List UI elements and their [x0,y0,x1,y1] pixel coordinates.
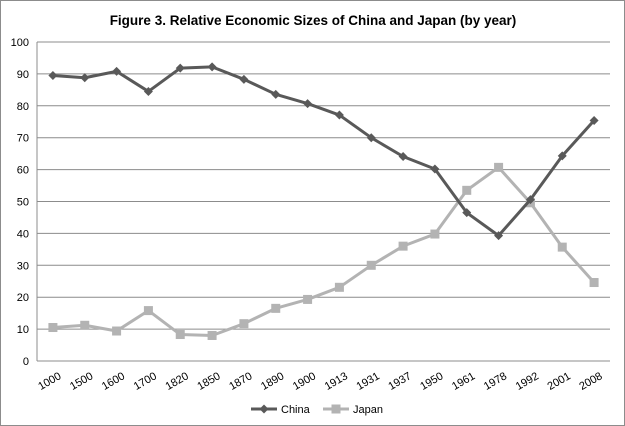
legend: China Japan [251,404,383,416]
legend-label-china: China [281,404,311,416]
china-point [175,63,185,73]
china-line [52,65,596,238]
china-point [207,62,217,72]
china-point [398,152,408,162]
japan-point [366,260,376,270]
china-point [271,89,281,99]
chart-title: Figure 3. Relative Economic Sizes of Chi… [110,13,517,28]
y-tick-label: 100 [11,37,29,49]
china-point [430,164,440,174]
y-tick-label: 90 [17,69,29,81]
axes [36,42,610,362]
legend-label-japan: Japan [353,404,383,416]
japan-point [589,278,599,288]
y-tick-label: 50 [17,197,29,209]
china-point [462,208,472,218]
y-tick-label: 80 [17,101,29,113]
x-tick-label: 1600 [100,370,127,393]
china-point [143,86,153,96]
x-tick-label: 1820 [164,370,191,393]
china-point [80,73,90,83]
china-point [525,195,535,205]
china-point [494,231,504,241]
y-tick-label: 30 [17,260,29,272]
y-tick-label: 0 [23,356,29,368]
japan-point [334,282,344,292]
x-tick-label: 1900 [291,370,318,393]
china-point [557,151,567,161]
japan-point [430,229,440,239]
china-point [112,66,122,76]
y-tick-label: 10 [17,324,29,336]
x-tick-label: 1950 [418,370,445,393]
japan-point [239,319,249,329]
x-axis-ticks: 1000 1500 1600 1700 1820 1850 1870 1890 1900 1913… [36,370,604,393]
y-tick-label: 70 [17,133,29,145]
japan-point [271,303,281,313]
x-tick-label: 1870 [227,370,254,393]
x-tick-label: 1700 [132,370,159,393]
x-tick-label: 1961 [450,370,477,393]
x-tick-label: 1992 [514,370,541,393]
japan-point [207,330,217,340]
china-point [303,99,313,109]
japan-point [462,185,472,195]
y-tick-label: 40 [17,228,29,240]
japan-point [398,241,408,251]
x-tick-label: 1937 [386,370,413,393]
x-tick-label: 1000 [36,370,63,393]
japan-point [48,323,58,333]
china-point [334,110,344,120]
japan-point [303,294,313,304]
japan-point [494,162,504,172]
x-tick-label: 1890 [259,370,286,393]
legend-marker-china [259,404,269,414]
x-tick-label: 1850 [195,370,222,393]
gridlines [37,41,610,330]
x-tick-label: 1913 [323,370,350,393]
x-tick-label: 1931 [355,370,382,393]
japan-point [557,242,567,252]
legend-item-japan: Japan [323,404,383,416]
series-japan [48,162,599,340]
legend-item-china: China [251,404,311,416]
x-tick-label: 2001 [546,370,573,393]
japan-point [80,320,90,330]
japan-point [112,326,122,336]
y-axis-ticks: 0 10 20 30 40 50 60 70 80 90 100 [11,37,29,368]
legend-marker-japan [331,404,341,414]
china-point [239,74,249,84]
series-china [48,62,599,241]
china-point [589,115,599,125]
china-point [366,133,376,143]
y-tick-label: 60 [17,165,29,177]
china-point [48,70,58,80]
series-layer [48,62,599,340]
x-tick-label: 1978 [482,370,509,393]
japan-line [52,165,596,337]
x-tick-label: 1500 [68,370,95,393]
japan-point [143,306,153,316]
y-tick-label: 20 [17,292,29,304]
x-tick-label: 2008 [577,370,604,393]
japan-point [175,330,185,340]
